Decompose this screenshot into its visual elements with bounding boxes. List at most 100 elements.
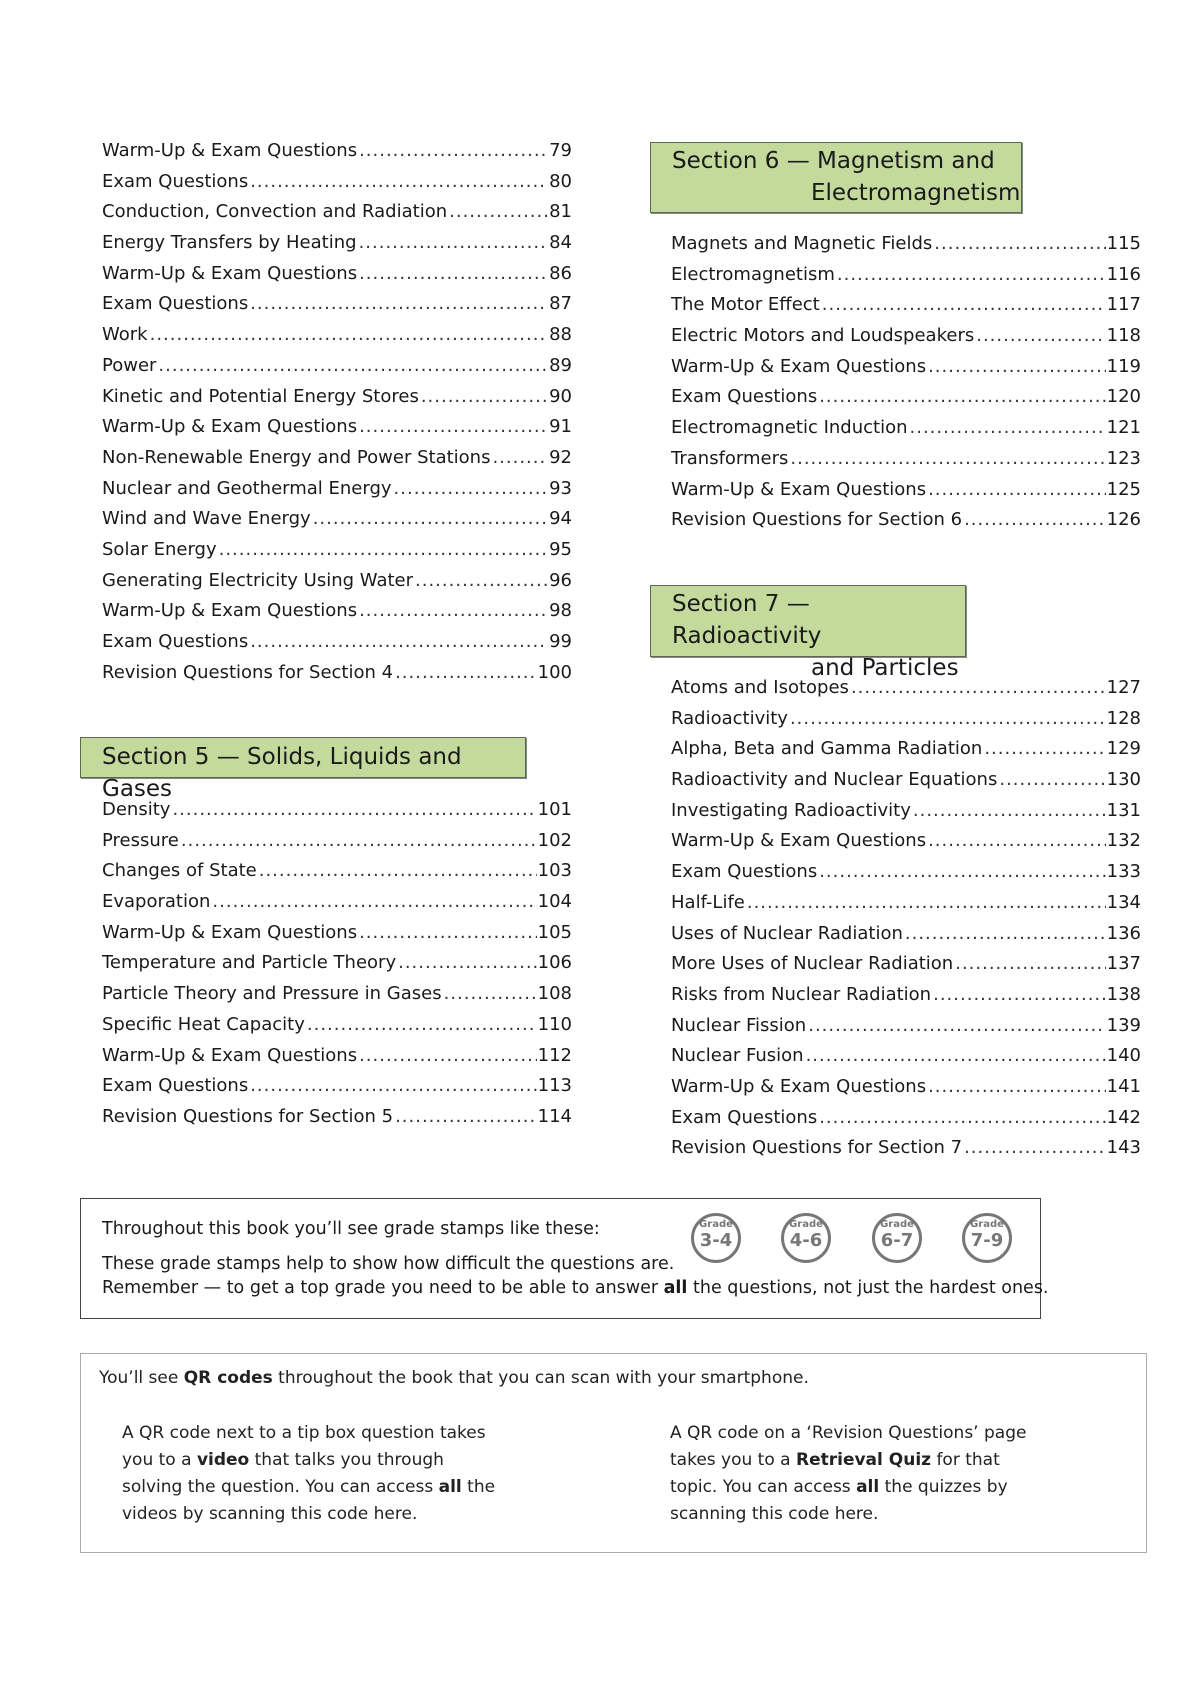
- toc-entry-page: 119: [1106, 355, 1141, 377]
- grade-explain-text: These grade stamps help to show how diff…: [102, 1254, 675, 1274]
- toc-entry-page: 95: [549, 538, 572, 560]
- toc-entry-page: 140: [1106, 1045, 1141, 1067]
- toc-entry-title: Investigating Radioactivity: [671, 799, 911, 821]
- dot-leader: [928, 352, 1106, 383]
- toc-entry-page: 114: [537, 1105, 572, 1127]
- grade-intro-text: Throughout this book you’ll see grade st…: [102, 1219, 600, 1239]
- toc-entry-title: Exam Questions: [671, 386, 818, 408]
- stamp-label: Grade: [970, 1219, 1004, 1230]
- dot-leader: [790, 444, 1105, 475]
- dot-leader: [212, 887, 536, 918]
- dot-leader: [172, 795, 536, 826]
- toc-entry-title: Nuclear and Geothermal Energy: [102, 477, 392, 499]
- toc-entry-page: 105: [537, 921, 572, 943]
- toc-entry-page: 133: [1106, 861, 1141, 883]
- toc-entry: Electric Motors and Loudspeakers 118: [671, 321, 1141, 352]
- toc-entry: Temperature and Particle Theory 106: [102, 948, 572, 979]
- stamp-label: Grade: [789, 1219, 823, 1230]
- toc-entry-page: 84: [549, 232, 572, 254]
- toc-entry-title: Revision Questions for Section 7: [671, 1137, 963, 1159]
- toc-entry: Exam Questions 80: [102, 167, 572, 198]
- toc-entry-page: 136: [1106, 922, 1141, 944]
- dot-leader: [806, 1041, 1106, 1072]
- remember-text-bold: all: [663, 1278, 688, 1298]
- toc-entry-page: 139: [1106, 1014, 1141, 1036]
- toc-entry: Warm-Up & Exam Questions 141: [671, 1072, 1141, 1103]
- toc-entry: Uses of Nuclear Radiation 136: [671, 919, 1141, 950]
- toc-entry: Kinetic and Potential Energy Stores 90: [102, 382, 572, 413]
- text: that talks you through solving the quest…: [122, 1450, 444, 1497]
- toc-entry: Density 101: [102, 795, 572, 826]
- toc-entry-page: 87: [549, 293, 572, 315]
- toc-entry-page: 106: [537, 952, 572, 974]
- toc-entry-title: Warm-Up & Exam Questions: [671, 1075, 927, 1097]
- toc-entry-title: The Motor Effect: [671, 294, 820, 316]
- dot-leader: [790, 704, 1106, 735]
- dot-leader: [313, 504, 548, 535]
- dot-leader: [913, 796, 1106, 827]
- toc-entry: Revision Questions for Section 7 143: [671, 1133, 1141, 1164]
- toc-entry-page: 130: [1106, 769, 1141, 791]
- toc-entry-title: Conduction, Convection and Radiation: [102, 201, 448, 223]
- dot-leader: [837, 260, 1106, 291]
- toc-entry-page: 79: [549, 140, 572, 161]
- toc-entry-title: Warm-Up & Exam Questions: [671, 355, 927, 377]
- toc-entry: Exam Questions 87: [102, 289, 572, 320]
- toc-entry: Warm-Up & Exam Questions 119: [671, 352, 1141, 383]
- dot-leader: [395, 658, 537, 689]
- toc-left-top: Warm-Up & Exam Questions 79 Exam Questions…: [102, 136, 572, 688]
- dot-leader: [394, 474, 549, 505]
- toc-entry-page: 86: [549, 262, 572, 284]
- bold-text: video: [196, 1450, 250, 1470]
- toc-entry-title: Uses of Nuclear Radiation: [671, 922, 903, 944]
- text: the videos by scanning this code here.: [122, 1477, 496, 1524]
- toc-entry-page: 117: [1106, 294, 1141, 316]
- toc-entry-title: Warm-Up & Exam Questions: [671, 830, 927, 852]
- bold-text: all: [438, 1477, 462, 1497]
- toc-entry: Nuclear Fission 139: [671, 1011, 1141, 1042]
- dot-leader: [964, 1133, 1106, 1164]
- dot-leader: [250, 289, 548, 320]
- toc-entry: Warm-Up & Exam Questions 112: [102, 1041, 572, 1072]
- toc-entry-page: 127: [1106, 677, 1141, 698]
- toc-entry-page: 90: [549, 385, 572, 407]
- toc-entry-title: Changes of State: [102, 860, 257, 882]
- toc-entry: Exam Questions 99: [102, 627, 572, 658]
- toc-entry-title: Kinetic and Potential Energy Stores: [102, 385, 419, 407]
- toc-entry: Warm-Up & Exam Questions 98: [102, 596, 572, 627]
- dot-leader: [976, 321, 1105, 352]
- stamp-label: Grade: [699, 1219, 733, 1230]
- toc-entry: Electromagnetism 116: [671, 260, 1141, 291]
- toc-entry-title: Evaporation: [102, 891, 211, 913]
- toc-entry: Generating Electricity Using Water 96: [102, 566, 572, 597]
- toc-entry-page: 112: [537, 1044, 572, 1066]
- dot-leader: [747, 888, 1106, 919]
- toc-entry: Atoms and Isotopes 127: [671, 673, 1141, 704]
- toc-entry-title: Energy Transfers by Heating: [102, 232, 357, 254]
- toc-entry: Changes of State 103: [102, 856, 572, 887]
- toc-entry-page: 131: [1106, 799, 1141, 821]
- toc-entry-page: 143: [1106, 1137, 1141, 1159]
- toc-entry-title: Alpha, Beta and Gamma Radiation: [671, 738, 983, 760]
- bold-text: Retrieval Quiz: [795, 1450, 932, 1470]
- toc-entry: Warm-Up & Exam Questions 125: [671, 475, 1141, 506]
- toc-entry-title: Work: [102, 324, 148, 346]
- toc-entry: Warm-Up & Exam Questions 79: [102, 136, 572, 167]
- toc-entry-title: Half-Life: [671, 891, 745, 913]
- toc-entry: Investigating Radioactivity 131: [671, 796, 1141, 827]
- qr-intro-text: You’ll see QR codes throughout the book …: [99, 1368, 809, 1388]
- toc-entry-title: Exam Questions: [102, 170, 249, 192]
- toc-entry: Wind and Wave Energy 94: [102, 504, 572, 535]
- grade-stamp-icon: Grade 4-6: [781, 1213, 831, 1263]
- toc-section-6: Magnets and Magnetic Fields 115 Electromag…: [671, 229, 1141, 536]
- toc-entry-title: Transformers: [671, 447, 789, 469]
- toc-entry-title: Nuclear Fusion: [671, 1045, 804, 1067]
- dot-leader: [928, 475, 1106, 506]
- toc-entry: Revision Questions for Section 6 126: [671, 505, 1141, 536]
- dot-leader: [250, 1071, 536, 1102]
- dot-leader: [928, 826, 1106, 857]
- toc-entry-page: 108: [537, 983, 572, 1005]
- dot-leader: [421, 382, 548, 413]
- toc-entry: Electromagnetic Induction 121: [671, 413, 1141, 444]
- toc-entry: Revision Questions for Section 5 114: [102, 1102, 572, 1133]
